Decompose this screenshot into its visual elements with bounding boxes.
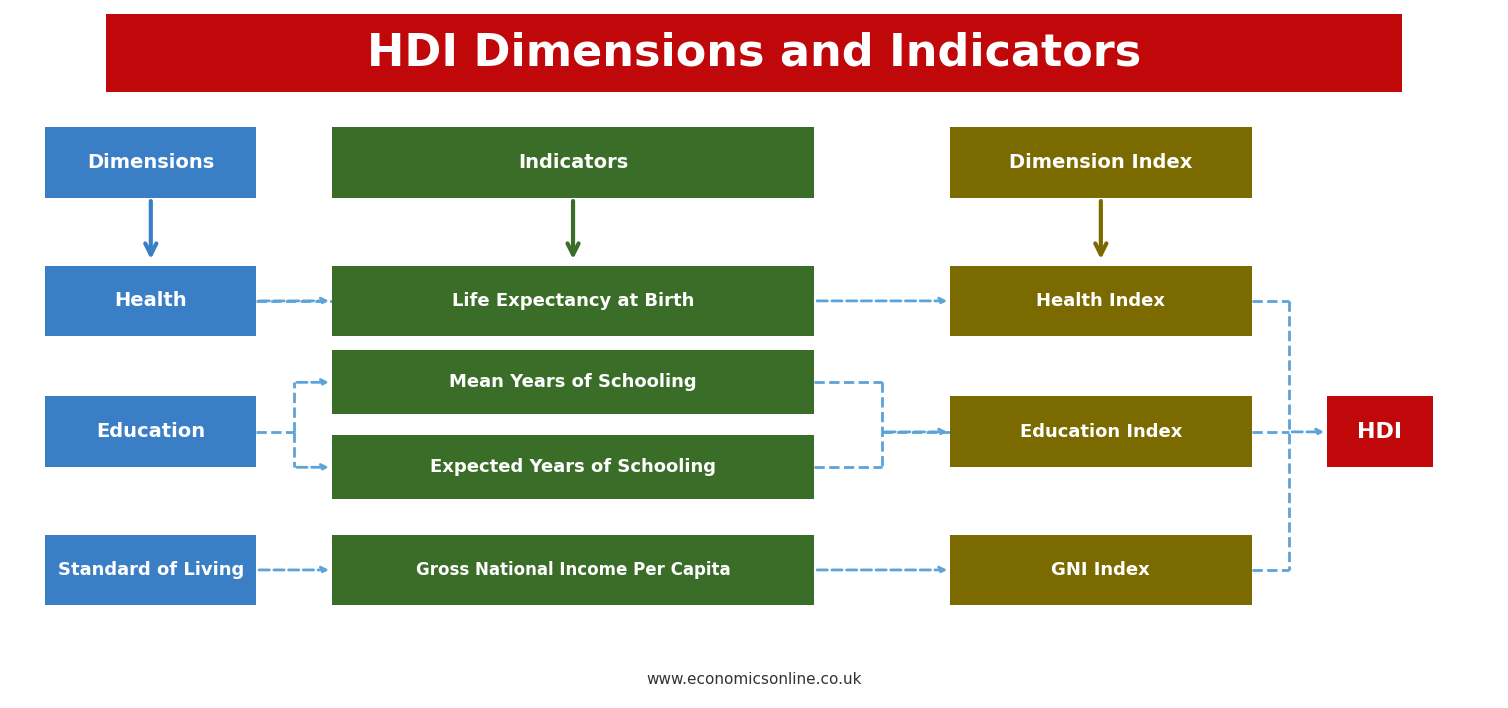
FancyBboxPatch shape <box>332 535 814 605</box>
FancyBboxPatch shape <box>45 266 256 336</box>
Text: HDI Dimensions and Indicators: HDI Dimensions and Indicators <box>366 32 1142 74</box>
FancyBboxPatch shape <box>950 266 1252 336</box>
Text: Dimensions: Dimensions <box>87 154 214 172</box>
FancyBboxPatch shape <box>950 535 1252 605</box>
Text: Gross National Income Per Capita: Gross National Income Per Capita <box>416 561 730 579</box>
FancyBboxPatch shape <box>45 535 256 605</box>
FancyBboxPatch shape <box>1327 396 1433 467</box>
FancyBboxPatch shape <box>950 127 1252 198</box>
Text: HDI: HDI <box>1357 422 1402 442</box>
Text: Life Expectancy at Birth: Life Expectancy at Birth <box>452 292 694 310</box>
FancyBboxPatch shape <box>45 396 256 467</box>
Text: Health Index: Health Index <box>1036 292 1166 310</box>
Text: Health: Health <box>115 292 187 310</box>
Text: Education: Education <box>97 423 205 441</box>
Text: www.economicsonline.co.uk: www.economicsonline.co.uk <box>647 672 861 687</box>
FancyBboxPatch shape <box>332 435 814 499</box>
Text: Education Index: Education Index <box>1019 423 1182 441</box>
FancyBboxPatch shape <box>332 266 814 336</box>
Text: GNI Index: GNI Index <box>1051 561 1151 579</box>
FancyBboxPatch shape <box>332 127 814 198</box>
Text: Expected Years of Schooling: Expected Years of Schooling <box>430 458 716 476</box>
FancyBboxPatch shape <box>950 396 1252 467</box>
Text: Indicators: Indicators <box>517 154 629 172</box>
Text: Mean Years of Schooling: Mean Years of Schooling <box>449 373 697 392</box>
Text: Dimension Index: Dimension Index <box>1009 154 1193 172</box>
Text: Standard of Living: Standard of Living <box>57 561 244 579</box>
FancyBboxPatch shape <box>106 14 1402 92</box>
FancyBboxPatch shape <box>45 127 256 198</box>
FancyBboxPatch shape <box>332 350 814 414</box>
